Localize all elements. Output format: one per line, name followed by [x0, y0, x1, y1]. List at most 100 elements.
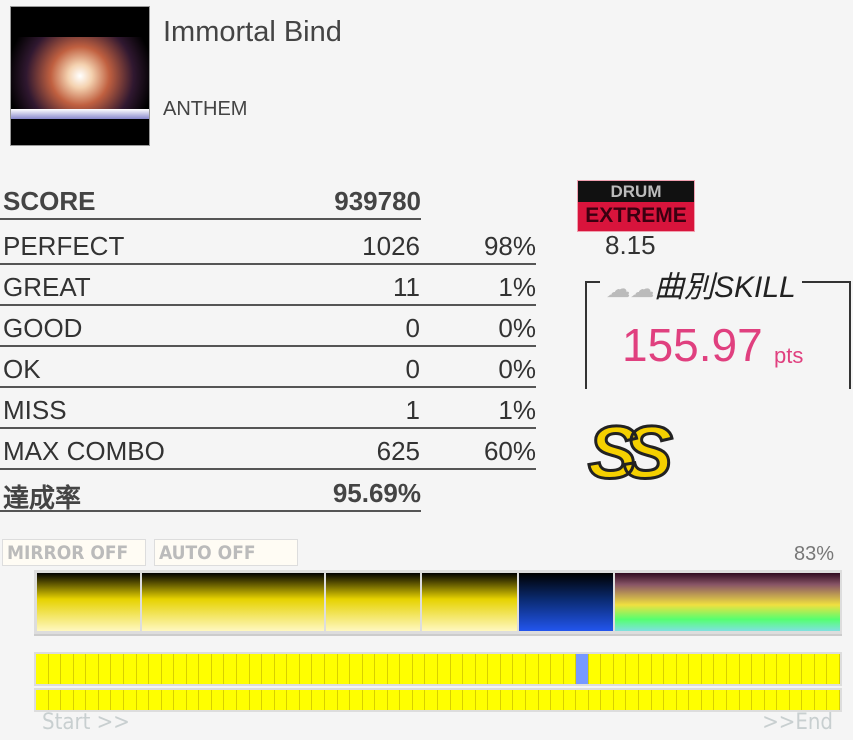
progress-segment	[450, 654, 464, 684]
judgement-row: GREAT 11 1%	[0, 266, 536, 306]
judgement-percent: 1%	[498, 272, 536, 302]
judgement-row: MISS 1 1%	[0, 389, 536, 429]
progress-segment	[48, 654, 62, 684]
judgement-percent: 0%	[498, 354, 536, 384]
progress-segment	[651, 690, 665, 710]
progress-segment	[174, 690, 187, 710]
judgement-count: 1026	[362, 231, 420, 261]
progress-segment	[726, 654, 740, 684]
progress-segment	[726, 690, 740, 710]
progress-segment	[551, 690, 564, 710]
progress-segment	[814, 690, 828, 710]
score-value: 939780	[334, 186, 421, 216]
progress-segment	[123, 654, 137, 684]
progress-segment	[375, 654, 388, 684]
progress-segment	[324, 690, 338, 710]
skill-value: 155.97	[622, 319, 763, 371]
progress-segment	[450, 690, 464, 710]
progress-segment	[400, 654, 413, 684]
progress-segment	[249, 654, 263, 684]
progress-segment	[48, 690, 62, 710]
progress-segment	[299, 654, 313, 684]
progress-segment	[525, 690, 539, 710]
judgement-label: GREAT	[3, 272, 91, 302]
progress-segment	[639, 654, 652, 684]
progress-segment	[186, 654, 200, 684]
progress-segment	[387, 654, 401, 684]
progress-segment	[224, 654, 237, 684]
progress-segment	[262, 690, 275, 710]
progress-segment	[375, 690, 388, 710]
score-row: SCORE 939780	[0, 180, 421, 220]
progress-segment	[588, 654, 602, 684]
progress-segment	[463, 654, 476, 684]
progress-segment	[802, 654, 815, 684]
progress-segment	[626, 690, 639, 710]
progress-segment	[337, 690, 351, 710]
progress-segment	[664, 690, 677, 710]
progress-segment	[262, 654, 275, 684]
progress-segment	[362, 690, 376, 710]
progress-segment	[161, 690, 175, 710]
achievement-label: 達成率	[3, 483, 82, 513]
mirror-option: MIRROR OFF	[2, 539, 146, 566]
progress-segment	[387, 690, 401, 710]
progress-segment	[73, 690, 87, 710]
progress-segment	[639, 690, 652, 710]
progress-segment	[36, 690, 49, 710]
progress-segment	[764, 654, 778, 684]
progress-segment	[664, 654, 677, 684]
judgement-label: GOOD	[3, 313, 83, 343]
difficulty-level: 8.15	[605, 230, 656, 260]
progress-segment	[362, 654, 376, 684]
progress-bar	[34, 652, 842, 686]
progress-segment	[689, 690, 702, 710]
progress-segment	[98, 690, 112, 710]
judgement-count: 0	[405, 313, 420, 343]
progress-segment	[337, 654, 351, 684]
progress-segment	[513, 690, 526, 710]
progress-segment	[86, 654, 99, 684]
song-artist: ANTHEM	[163, 98, 248, 120]
instrument-label: DRUM	[578, 181, 694, 202]
end-label: >>End	[762, 710, 833, 735]
progress-segment	[237, 690, 250, 710]
judgement-label: MISS	[3, 395, 67, 425]
gauge-segment	[326, 573, 420, 631]
skill-unit: pts	[774, 343, 804, 368]
skill-label-text: 曲別SKILL	[654, 271, 796, 304]
progress-segment	[350, 690, 363, 710]
progress-segment	[287, 654, 300, 684]
start-label: Start >>	[42, 710, 130, 735]
progress-segment	[199, 690, 212, 710]
progress-segment	[601, 690, 614, 710]
progress-segment	[488, 690, 501, 710]
progress-segment	[525, 654, 539, 684]
auto-option: AUTO OFF	[154, 539, 298, 566]
song-title: Immortal Bind	[163, 16, 342, 48]
progress-segment	[538, 690, 552, 710]
progress-segment	[211, 654, 225, 684]
gauge-segment	[519, 573, 613, 631]
cloud-icon: ☁☁	[606, 276, 654, 303]
progress-segment	[676, 654, 690, 684]
progress-segment	[739, 654, 753, 684]
progress-segment	[412, 654, 426, 684]
progress-segment	[36, 654, 49, 684]
progress-segment	[111, 690, 124, 710]
progress-segment	[475, 654, 489, 684]
progress-segment	[161, 654, 175, 684]
progress-segment	[777, 654, 790, 684]
achievement-value: 95.69%	[332, 478, 421, 508]
progress-segment	[500, 690, 514, 710]
judgement-label: PERFECT	[3, 231, 125, 261]
progress-segment	[538, 654, 552, 684]
progress-segment	[563, 690, 577, 710]
progress-segment	[274, 654, 288, 684]
judgement-count: 625	[376, 436, 420, 466]
progress-segment	[149, 654, 162, 684]
progress-segment	[789, 690, 803, 710]
progress-segment	[350, 654, 363, 684]
judgement-percent: 1%	[498, 395, 536, 425]
progress-segment	[651, 654, 665, 684]
